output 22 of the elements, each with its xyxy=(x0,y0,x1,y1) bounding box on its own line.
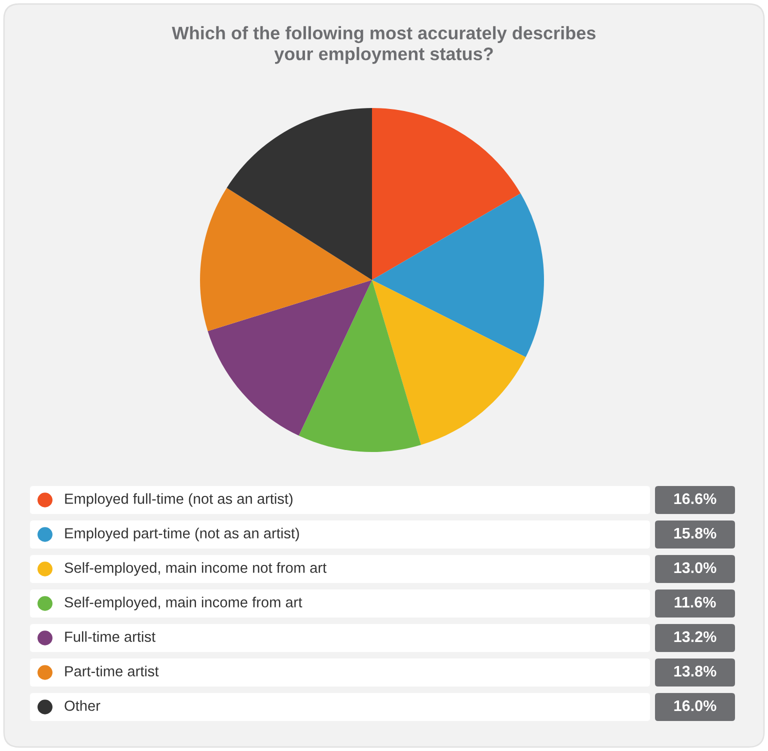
legend-label: Full-time artist xyxy=(65,631,156,642)
pie-slice xyxy=(372,108,521,280)
data-label: 15.8% xyxy=(674,528,716,539)
data-label: 13.2% xyxy=(674,631,716,642)
legend-label: Self-employed, main income not from art xyxy=(64,562,326,576)
legend-label: Part-time artist xyxy=(65,666,159,676)
legend-label: Other xyxy=(64,700,100,711)
pie-slice xyxy=(200,188,372,332)
data-label: 11.6% xyxy=(674,596,716,608)
data-label: 16.6% xyxy=(674,493,716,504)
legend-label: Employed full-time (not as an artist) xyxy=(65,493,292,507)
chart-title: Which of the following most accurately describes your employment status? xyxy=(172,26,596,64)
data-label: 13.0% xyxy=(674,562,716,574)
data-label: 13.8% xyxy=(674,666,716,677)
legend-label: Employed part-time (not as an artist) xyxy=(65,528,299,542)
pie-slice xyxy=(226,108,372,280)
data-label: 16.0% xyxy=(674,700,716,712)
pie-slice xyxy=(298,280,422,452)
pie-slice xyxy=(208,280,372,436)
legend-label: Self-employed, main income from art xyxy=(64,596,302,610)
pie-slice xyxy=(372,193,544,358)
pie-slice xyxy=(372,280,526,445)
